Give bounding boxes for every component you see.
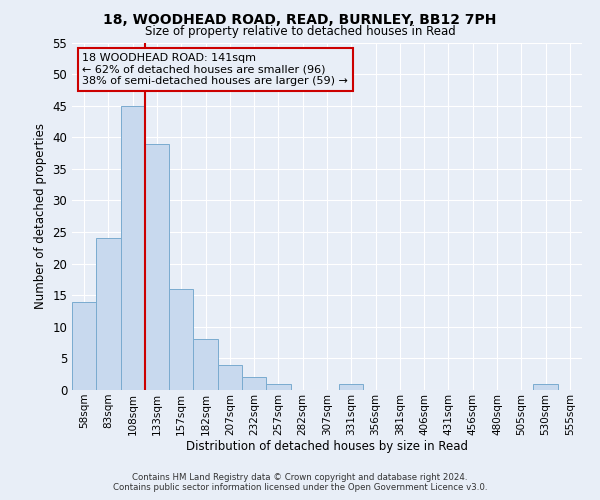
Bar bbox=[242, 378, 266, 390]
Bar bbox=[72, 302, 96, 390]
Bar bbox=[533, 384, 558, 390]
Text: Contains HM Land Registry data © Crown copyright and database right 2024.
Contai: Contains HM Land Registry data © Crown c… bbox=[113, 473, 487, 492]
Text: Size of property relative to detached houses in Read: Size of property relative to detached ho… bbox=[145, 25, 455, 38]
Text: 18, WOODHEAD ROAD, READ, BURNLEY, BB12 7PH: 18, WOODHEAD ROAD, READ, BURNLEY, BB12 7… bbox=[103, 12, 497, 26]
Bar bbox=[169, 289, 193, 390]
Bar bbox=[218, 364, 242, 390]
X-axis label: Distribution of detached houses by size in Read: Distribution of detached houses by size … bbox=[186, 440, 468, 454]
Bar bbox=[145, 144, 169, 390]
Bar bbox=[121, 106, 145, 390]
Bar bbox=[339, 384, 364, 390]
Bar bbox=[266, 384, 290, 390]
Text: 18 WOODHEAD ROAD: 141sqm
← 62% of detached houses are smaller (96)
38% of semi-d: 18 WOODHEAD ROAD: 141sqm ← 62% of detach… bbox=[82, 53, 348, 86]
Bar bbox=[193, 340, 218, 390]
Y-axis label: Number of detached properties: Number of detached properties bbox=[34, 123, 47, 309]
Bar bbox=[96, 238, 121, 390]
